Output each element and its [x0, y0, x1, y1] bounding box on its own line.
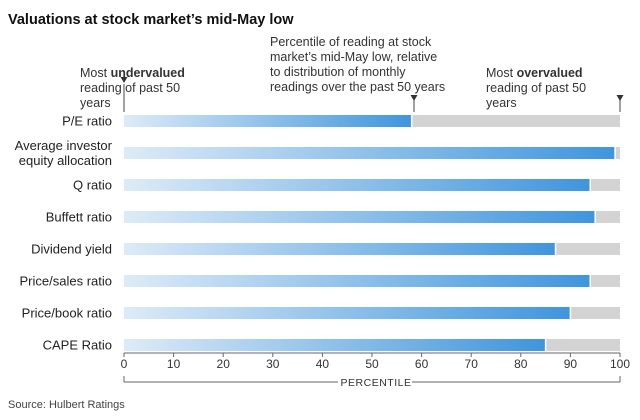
category-label: P/E ratio	[62, 114, 112, 129]
category-label: Dividend yield	[31, 242, 112, 257]
bar	[124, 179, 591, 191]
bar	[124, 211, 596, 223]
overvalued-annotation-line3: years	[486, 96, 517, 110]
left-marker-arrow	[120, 77, 128, 83]
x-tick-label: 40	[316, 357, 330, 371]
undervalued-annotation-line1: Most undervalued	[80, 66, 185, 80]
chart-title: Valuations at stock market’s mid-May low	[8, 12, 294, 28]
bar	[124, 243, 556, 255]
bar	[124, 307, 571, 319]
undervalued-annotation-line3: years	[80, 96, 111, 110]
category-label: Buffett ratio	[46, 210, 112, 225]
x-tick-label: 100	[610, 357, 630, 371]
overvalued-annotation-line2: reading of past 50	[486, 81, 586, 95]
category-label: Q ratio	[73, 178, 112, 193]
x-axis-title: PERCENTILE	[341, 377, 412, 389]
x-axis: 0 10 20 30 40 50 60 70 80 90 100	[121, 352, 630, 383]
category-label: Price/sales ratio	[20, 274, 112, 289]
overvalued-annotation-line1: Most overvalued	[486, 66, 583, 80]
percentile-annotation-line4: readings over the past 50 years	[270, 80, 445, 94]
bar	[124, 147, 616, 159]
category-label: CAPE Ratio	[43, 338, 112, 353]
x-tick-label: 80	[514, 357, 528, 371]
overvalued-annotation: Most overvalued reading of past 50 years	[486, 66, 586, 110]
percentile-annotation-line3: to distribution of monthly	[270, 65, 406, 79]
percentile-annotation: Percentile of reading at stock market’s …	[270, 35, 445, 94]
x-tick-label: 20	[217, 357, 231, 371]
source-note: Source: Hulbert Ratings	[8, 399, 125, 411]
x-tick-label: 50	[365, 357, 379, 371]
bar	[124, 275, 591, 287]
bar	[124, 339, 546, 351]
center-marker-arrow	[410, 95, 418, 101]
undervalued-annotation: Most undervalued reading of past 50 year…	[80, 66, 185, 110]
bar	[124, 115, 412, 127]
x-tick-label: 70	[465, 357, 479, 371]
category-label: Price/book ratio	[22, 306, 112, 321]
percentile-annotation-line2: market’s mid-May low, relative	[270, 50, 437, 64]
x-tick-label: 60	[415, 357, 429, 371]
x-tick-label: 90	[564, 357, 578, 371]
x-tick-label: 30	[266, 357, 280, 371]
x-tick-label: 10	[167, 357, 181, 371]
percentile-annotation-line1: Percentile of reading at stock	[270, 35, 432, 49]
x-tick-label: 0	[121, 357, 128, 371]
undervalued-annotation-line2: reading of past 50	[80, 81, 180, 95]
category-label: Average investor	[15, 138, 113, 153]
category-label: equity allocation	[19, 153, 112, 168]
right-marker-arrow	[616, 95, 624, 101]
